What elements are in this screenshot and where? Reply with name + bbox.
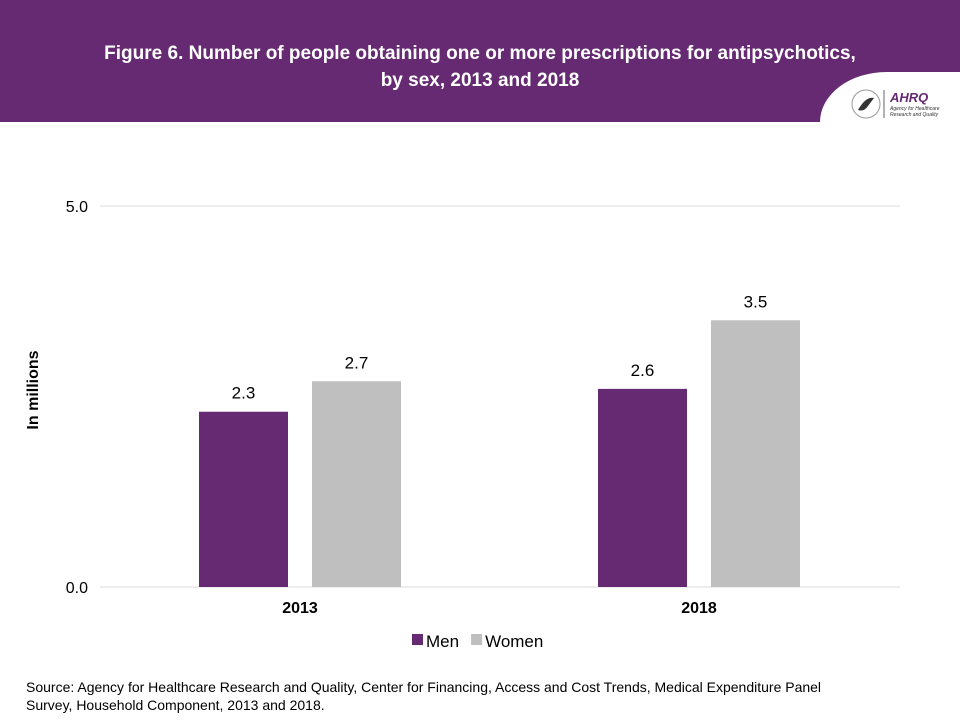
y-tick-label: 5.0 <box>66 199 88 216</box>
bar-men <box>598 388 687 587</box>
chart-title: Figure 6. Number of people obtaining one… <box>104 43 856 91</box>
y-axis-label: In millions <box>25 350 42 429</box>
bar-women <box>312 381 401 587</box>
data-label: 3.5 <box>744 292 768 311</box>
svg-text:Agency for Healthcare: Agency for Healthcare <box>889 106 940 112</box>
data-label: 2.7 <box>345 353 369 372</box>
y-tick-label: 0.0 <box>66 580 88 597</box>
header-banner <box>0 0 960 122</box>
data-label: 2.6 <box>631 361 655 380</box>
legend-swatch <box>471 634 483 645</box>
x-tick-label: 2013 <box>282 600 318 617</box>
source-note: Source: Agency for Healthcare Research a… <box>26 679 822 713</box>
svg-text:AHRQ: AHRQ <box>889 90 928 105</box>
legend-label: Women <box>485 632 543 651</box>
ahrq-logo: AHRQ Agency for Healthcare Research and … <box>851 89 940 119</box>
data-label: 2.3 <box>232 384 256 403</box>
bar-women <box>711 320 800 587</box>
legend-swatch <box>412 634 423 645</box>
bar-men <box>199 411 288 587</box>
legend-label: Men <box>426 632 459 651</box>
svg-text:Research and Quality: Research and Quality <box>890 112 939 118</box>
x-tick-label: 2018 <box>681 600 717 617</box>
